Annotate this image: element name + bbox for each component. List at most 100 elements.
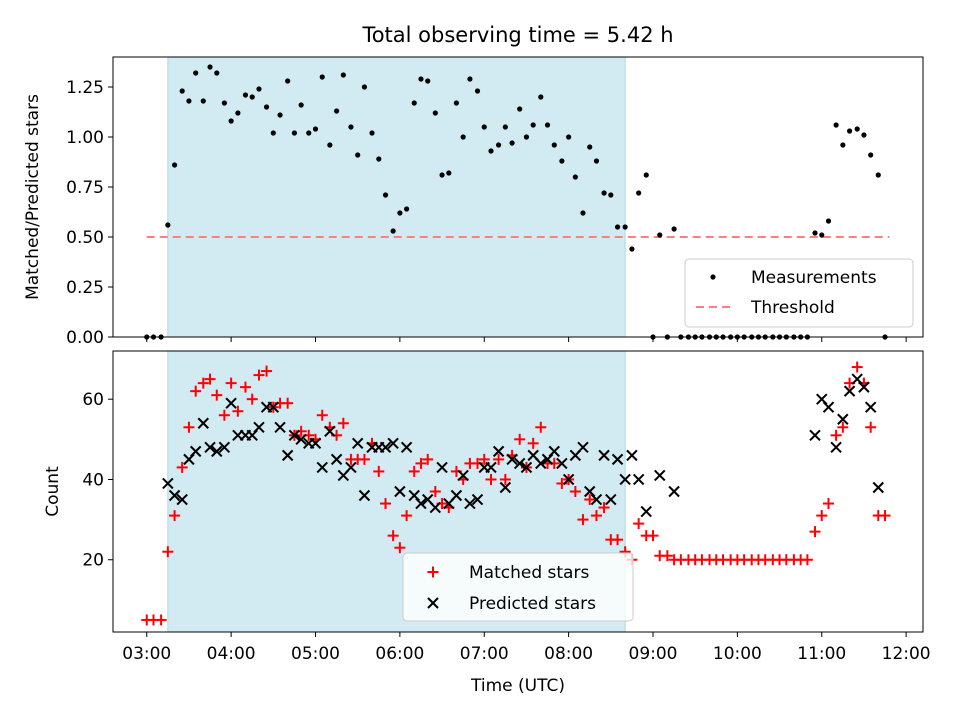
measurement-point — [382, 192, 389, 198]
measurement-point — [348, 124, 354, 130]
measurement-point — [517, 106, 523, 112]
cross-stroke-b — [527, 449, 539, 462]
legend-matched-label: Matched stars — [469, 563, 589, 583]
top-y-ticks: 0.00 0.25 0.50 0.75 1.00 1.25 — [66, 78, 113, 348]
cross-stroke-b — [408, 489, 420, 502]
matched-star-point — [569, 486, 581, 497]
cross-stroke-b — [464, 497, 476, 510]
measurement-point — [861, 132, 867, 138]
chart-title: Total observing time = 5.42 h — [361, 23, 673, 47]
measurement-point — [495, 142, 502, 148]
measurement-point — [404, 206, 410, 212]
predicted-star-point — [822, 401, 835, 413]
matched-star-point — [478, 453, 490, 465]
measurement-point — [502, 124, 508, 130]
cross-stroke-b — [598, 449, 610, 462]
matched-star-point — [246, 393, 258, 405]
cross-stroke-b — [176, 493, 188, 506]
cross-stroke-b — [654, 469, 666, 482]
cross-stroke-b — [267, 401, 280, 413]
matched-star-point — [527, 437, 539, 449]
measurement-point — [671, 226, 677, 232]
predicted-star-point — [464, 497, 476, 510]
cross-stroke-b — [520, 461, 533, 474]
matched-star-point — [633, 518, 645, 530]
matched-star-point — [415, 457, 427, 469]
cross-stroke-b — [450, 489, 463, 502]
matched-star-point — [422, 453, 434, 465]
cross-stroke-b — [211, 445, 223, 458]
x-tick-label: 06:00 — [375, 644, 424, 664]
predicted-star-point — [548, 445, 560, 458]
cross-stroke-b — [394, 485, 406, 498]
matched-star-point — [499, 473, 511, 485]
top-y-tick-label: 0.00 — [66, 328, 104, 348]
measurement-point — [214, 70, 220, 76]
predicted-star-point — [429, 501, 442, 514]
cross-stroke-b — [513, 457, 526, 470]
top-shaded-span — [167, 56, 626, 338]
measurement-point — [446, 170, 452, 176]
predicted-star-point — [204, 441, 216, 454]
predicted-star-point — [189, 445, 202, 458]
measurement-point — [411, 100, 417, 106]
measurement-point — [242, 92, 249, 98]
measurement-point — [551, 142, 557, 148]
x-tick-label: 05:00 — [291, 644, 340, 664]
matched-star-point — [387, 530, 399, 542]
bottom-y-ticks: 20 40 60 — [82, 390, 113, 571]
predicted-star-point — [295, 433, 307, 446]
measurement-point — [165, 222, 171, 228]
predicted-star-point — [436, 461, 448, 474]
matched-star-point — [837, 421, 849, 433]
matched-star-point — [218, 409, 230, 421]
predicted-star-point — [457, 469, 469, 482]
cross-stroke-b — [816, 393, 828, 405]
cross-stroke-b — [225, 397, 237, 409]
predicted-star-point — [577, 441, 589, 454]
cross-stroke-b — [309, 437, 322, 450]
x-tick-label: 12:00 — [882, 644, 931, 664]
legend-measurements-label: Measurements — [751, 268, 877, 288]
measurement-point — [277, 112, 283, 118]
measurement-point — [854, 126, 860, 132]
measurement-point — [207, 64, 213, 70]
matched-star-point — [253, 369, 265, 381]
measurement-point — [285, 78, 291, 84]
bottom-legend: Matched stars Predicted stars — [402, 552, 634, 622]
matched-star-point — [514, 433, 526, 445]
cross-stroke-b — [590, 493, 603, 506]
matched-star-point — [823, 498, 834, 510]
matched-star-point — [183, 421, 195, 433]
cross-stroke-b — [535, 457, 547, 470]
cross-stroke-b — [843, 385, 856, 397]
predicted-star-point — [281, 449, 294, 462]
measurement-point — [270, 130, 276, 136]
cross-stroke-b — [204, 441, 216, 454]
measurement-point — [355, 152, 361, 158]
measurement-point — [819, 232, 825, 238]
cross-stroke-b — [632, 473, 645, 486]
measurement-point — [833, 122, 839, 128]
measurement-point — [418, 76, 424, 82]
cross-stroke-b — [387, 437, 399, 450]
measurement-point — [875, 172, 881, 178]
bottom-axes-frame — [112, 350, 924, 633]
cross-stroke-b — [429, 501, 442, 514]
predicted-star-point — [162, 477, 174, 490]
predicted-star-point — [506, 453, 518, 466]
matched-star-point — [282, 397, 294, 409]
matched-star-point — [429, 486, 441, 497]
measurement-point — [481, 124, 487, 130]
measurement-point — [593, 158, 600, 164]
legend-measurement-marker — [710, 274, 716, 280]
measurement-point — [390, 228, 396, 234]
predicted-star-point — [387, 437, 399, 450]
measurement-point — [193, 70, 199, 76]
bottom-y-tick-label: 40 — [82, 470, 104, 490]
measurement-point — [291, 130, 298, 136]
matched-star-point — [169, 510, 181, 522]
top-x-ticks — [146, 337, 907, 342]
matched-star-point — [535, 421, 547, 433]
